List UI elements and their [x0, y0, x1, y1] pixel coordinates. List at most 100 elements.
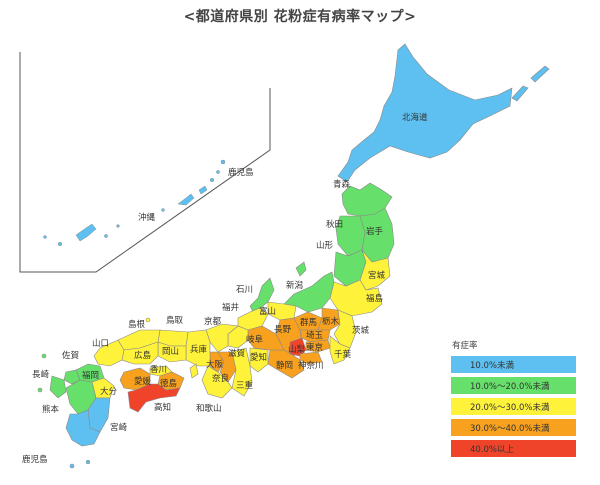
- okinawa-islet: [43, 235, 47, 239]
- label-miyagi: 宮城: [368, 270, 386, 281]
- kyushu-islet: [85, 459, 91, 465]
- kagoshima-islet: [220, 159, 226, 165]
- label-gifu: 岐阜: [246, 334, 264, 345]
- label-fukushima: 福島: [366, 293, 384, 304]
- label-aomori: 青森: [333, 179, 351, 190]
- label-fukuoka: 福岡: [82, 370, 99, 381]
- label-mie: 三重: [236, 380, 254, 391]
- awaji-island: [189, 363, 199, 379]
- legend-swatch: [451, 356, 576, 373]
- pref-hokkaido: [337, 43, 513, 183]
- legend-swatch: [451, 419, 576, 436]
- legend-label: 20.0%〜30.0%未満: [470, 402, 550, 413]
- label-nagano: 長野: [274, 325, 292, 335]
- label-niigata: 新潟: [286, 280, 304, 291]
- label-hyogo: 兵庫: [190, 344, 208, 355]
- label-tokyo: 東京: [306, 342, 323, 353]
- legend-swatch: [451, 377, 576, 394]
- label-nagasaki: 長崎: [32, 369, 50, 380]
- pref-fukushima: [329, 279, 383, 317]
- label-kumamoto: 熊本: [42, 404, 60, 415]
- pref-wakayama: [201, 365, 233, 399]
- label-akita: 秋田: [326, 219, 343, 230]
- legend: 有症率 10.0%未満 10.0%〜20.0%未満 20.0%〜30.0%未満 30.…: [451, 340, 576, 457]
- legend-title: 有症率: [452, 340, 478, 351]
- label-wakayama: 和歌山: [196, 403, 222, 414]
- label-okayama: 岡山: [162, 346, 179, 357]
- kagoshima-islet: [209, 177, 215, 183]
- pref-miyagi: [359, 249, 391, 291]
- region-kyushu: [37, 353, 115, 469]
- amami-island: [198, 185, 208, 195]
- region-central: [185, 271, 357, 399]
- pref-hiroshima: [121, 341, 159, 365]
- legend-swatch: [451, 440, 576, 457]
- label-kochi: 高知: [154, 402, 171, 413]
- kagoshima-islet: [216, 170, 220, 174]
- label-toyama: 富山: [259, 306, 276, 317]
- label-chiba: 千葉: [334, 349, 352, 360]
- label-ishikawa: 石川: [236, 285, 253, 295]
- label-iwate: 岩手: [366, 226, 384, 237]
- pref-kyoto: [205, 323, 239, 353]
- label-tochigi: 栃木: [322, 316, 340, 327]
- pref-kochi: [127, 383, 181, 413]
- label-kanagawa: 神奈川: [298, 360, 324, 371]
- pref-iwate: [359, 207, 395, 263]
- pref-aichi: [249, 347, 269, 373]
- pref-tokyo: [305, 339, 331, 353]
- kuril-island: [530, 65, 550, 83]
- pref-shizuoka: [267, 349, 305, 379]
- label-kagawa: 香川: [150, 364, 167, 375]
- kagoshima-islet: [161, 208, 165, 212]
- label-kagoshima: 鹿児島: [22, 454, 48, 465]
- label-gunma: 群馬: [300, 317, 317, 328]
- label-miyazaki: 宮崎: [110, 422, 128, 433]
- okinawa-islet: [104, 234, 108, 238]
- label-ibaraki: 茨城: [352, 325, 370, 336]
- map-title: <都道府県別 花粉症有病率マップ>: [183, 9, 417, 25]
- label-kyoto: 京都: [204, 316, 222, 327]
- label-tottori: 鳥取: [166, 315, 184, 326]
- label-shizuoka: 静岡: [276, 360, 293, 371]
- pref-mie: [231, 347, 253, 397]
- kyushu-islet: [41, 353, 47, 359]
- pref-kagoshima: [65, 409, 101, 447]
- label-hiroshima: 広島: [134, 350, 152, 361]
- label-yamanashi: 山梨: [288, 344, 306, 355]
- label-shimane: 島根: [128, 319, 146, 330]
- kyushu-islet: [37, 387, 43, 393]
- amami-island: [177, 193, 195, 206]
- oki-islet: [145, 317, 151, 323]
- label-ehime: 愛媛: [134, 376, 152, 387]
- okinawa-island: [75, 223, 97, 242]
- label-oita: 大分: [100, 386, 118, 397]
- label-saitama: 埼玉: [306, 330, 324, 341]
- region-shikoku: [119, 365, 185, 413]
- region-chugoku: [93, 329, 189, 367]
- label-yamagata: 山形: [316, 240, 334, 251]
- label-yamaguchi: 山口: [92, 338, 109, 349]
- label-hokkaido: 北海道: [402, 112, 428, 123]
- label-fukui: 福井: [222, 302, 239, 313]
- legend-swatch: [451, 398, 576, 415]
- label-osaka: 大阪: [206, 359, 224, 370]
- inset-label-kagoshima: 鹿児島: [228, 167, 254, 178]
- label-aichi: 愛知: [250, 352, 267, 363]
- pref-yamanashi: [289, 337, 307, 357]
- region-tohoku: [329, 182, 395, 317]
- label-tokushima: 徳島: [160, 378, 178, 389]
- pref-nagasaki: [49, 375, 67, 399]
- prefecture-labels: 北海道 青森 秋田 岩手 山形 宮城 福島 新潟 石川 富山 福井 長野 群馬 …: [22, 112, 428, 465]
- label-shiga: 滋賀: [228, 348, 246, 359]
- kyushu-islet: [69, 463, 75, 469]
- pref-kanagawa: [299, 351, 323, 365]
- inset-label-okinawa: 沖縄: [138, 212, 156, 223]
- pref-aomori: [341, 182, 393, 217]
- okinawa-islet: [116, 224, 120, 228]
- legend-label: 30.0%〜40.0%未満: [470, 423, 550, 434]
- region-hokkaido: [337, 43, 550, 183]
- label-saga: 佐賀: [62, 350, 80, 361]
- sado-island: [295, 261, 307, 277]
